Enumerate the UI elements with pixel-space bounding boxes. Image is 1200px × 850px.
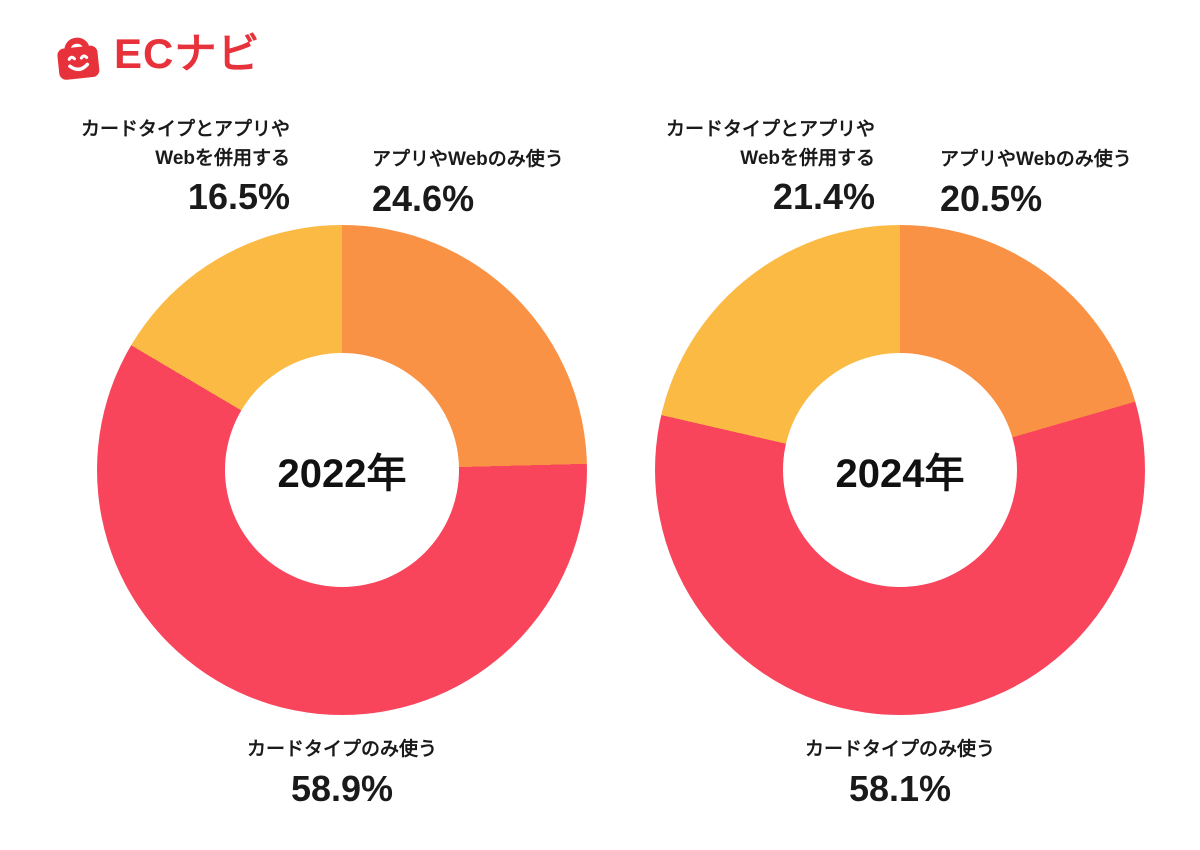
donut-hole-2024: 2024年 (783, 353, 1017, 587)
label-2024-app-only: アプリやWebのみ使う 20.5% (940, 146, 1132, 220)
label-2022-card-only: カードタイプのみ使う 58.9% (97, 736, 587, 810)
label-2022-app-only: アプリやWebのみ使う 24.6% (372, 146, 564, 220)
label-2024-card-only: カードタイプのみ使う 58.1% (655, 736, 1145, 810)
label-line: カードタイプとアプリや (80, 119, 290, 140)
label-2022-card-only-text: カードタイプのみ使う (246, 739, 437, 760)
percent-2024-card-only: 58.1% (848, 767, 952, 809)
year-label-2022: 2022年 (277, 452, 407, 496)
logo-text: ECナビ (114, 30, 261, 77)
percent-2022-combo: 16.5% (187, 176, 290, 217)
donut-chart-2024: 2024年 (655, 225, 1145, 715)
donut-chart-2022: 2022年 (97, 225, 587, 715)
donut-hole-2022: 2022年 (225, 353, 459, 587)
label-2022-app-only-text: アプリやWebのみ使う (372, 149, 564, 170)
label-2024-combo-text: カードタイプとアプリや Webを併用する (622, 116, 875, 173)
percent-2024-combo: 21.4% (772, 176, 875, 217)
percent-2022-app-only: 24.6% (372, 177, 475, 219)
percent-2022-card-only: 58.9% (290, 767, 394, 809)
label-2022-combo: カードタイプとアプリや Webを併用する 16.5% (28, 116, 290, 218)
label-2024-combo: カードタイプとアプリや Webを併用する 21.4% (622, 116, 875, 218)
label-line: Webを併用する (155, 147, 290, 169)
label-line: カードタイプとアプリや (665, 119, 875, 140)
ecnavi-logo: ECナビ (50, 26, 260, 82)
year-label-2024: 2024年 (835, 452, 965, 496)
label-2022-combo-text: カードタイプとアプリや Webを併用する (28, 116, 290, 173)
percent-2024-app-only: 20.5% (940, 177, 1043, 219)
label-2024-card-only-text: カードタイプのみ使う (804, 739, 995, 760)
label-line: Webを併用する (740, 147, 875, 169)
label-2024-app-only-text: アプリやWebのみ使う (940, 149, 1132, 170)
shopping-bag-icon (50, 26, 106, 82)
